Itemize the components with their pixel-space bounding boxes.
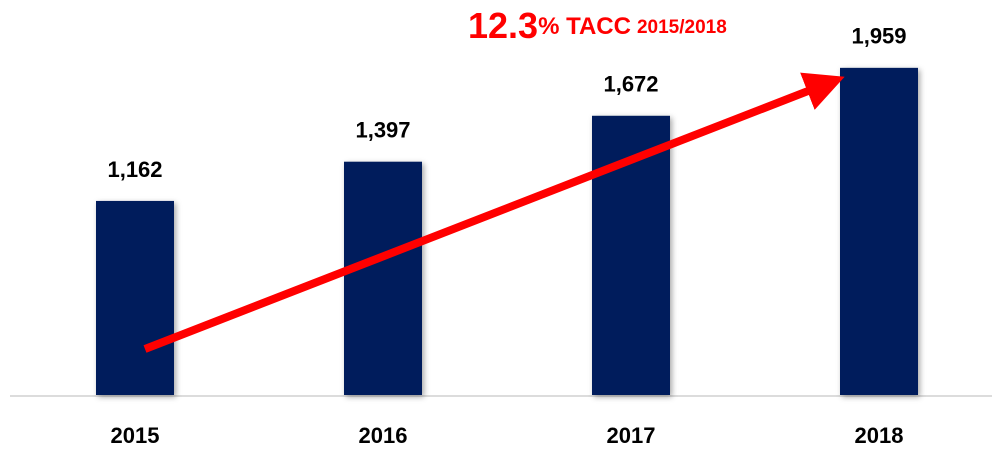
x-tick-label: 2016 (359, 423, 408, 448)
annotation-period: 2015/2018 (637, 17, 727, 38)
annotation-metric: % TACC (538, 13, 631, 40)
trend-arrow (143, 72, 845, 353)
bar (344, 161, 422, 395)
data-label: 1,162 (107, 157, 162, 182)
annotation: 12.3% TACC 2015/2018 (468, 5, 727, 46)
bars (96, 67, 918, 396)
x-tick-label: 2015 (111, 423, 160, 448)
data-label: 1,397 (355, 118, 410, 143)
bar (840, 67, 918, 396)
annotation-rate: 12.3 (468, 5, 538, 46)
x-tick-label: 2018 (855, 423, 904, 448)
x-tick-label: 2017 (607, 423, 656, 448)
data-label: 1,672 (603, 72, 658, 97)
data-label: 1,959 (851, 24, 906, 49)
bar (96, 200, 174, 395)
